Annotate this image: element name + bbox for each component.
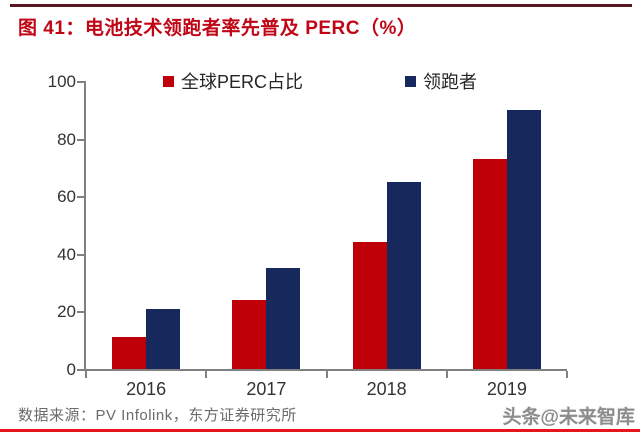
y-axis-tick	[77, 81, 84, 83]
x-tick-label: 2017	[246, 379, 287, 399]
y-axis-tick	[77, 311, 84, 314]
x-tick-label: 2019	[486, 379, 527, 399]
y-tick-label: 40	[57, 244, 76, 264]
legend-item-perc-share: 全球PERC占比	[163, 68, 303, 94]
bar-2019-s0	[472, 158, 507, 369]
legend-label: 全球PERC占比	[181, 72, 304, 92]
y-axis-line	[84, 81, 86, 371]
y-tick-label: 100	[47, 72, 76, 91]
x-axis-line	[84, 369, 567, 371]
y-axis-tick	[77, 138, 84, 141]
y-axis-tick	[77, 369, 84, 371]
x-axis-tick	[566, 371, 568, 378]
top-divider	[10, 4, 632, 7]
legend-swatch-navy	[405, 75, 416, 87]
y-tick-label: 0	[66, 360, 76, 379]
bar-2017-s1	[266, 268, 301, 369]
legend-item-leaders: 领跑者	[405, 68, 477, 94]
x-tick-label: 2018	[366, 379, 407, 399]
data-source-note: 数据来源：PV Infolink，东方证券研究所	[18, 407, 297, 424]
watermark-text: 头条@未来智库	[502, 407, 635, 428]
y-axis-tick	[77, 253, 84, 256]
plot-area: 0 20 40 60 80 100 2016 2017 2018 2019	[0, 58, 640, 399]
x-axis-tick	[205, 371, 208, 378]
legend-label: 领跑者	[423, 72, 477, 92]
bar-2018-s0	[352, 242, 387, 369]
bar-2019-s1	[506, 109, 541, 369]
bar-2016-s1	[146, 308, 181, 369]
y-tick-label: 80	[57, 129, 76, 149]
chart-legend: 全球PERC占比 领跑者	[0, 66, 640, 92]
bar-2017-s0	[232, 299, 267, 369]
bar-2016-s0	[112, 337, 147, 369]
y-axis-tick	[77, 196, 84, 199]
x-axis-tick	[85, 371, 87, 378]
figure-title: 图 41：电池技术领跑者率先普及 PERC（%）	[18, 18, 417, 39]
bottom-divider	[0, 429, 640, 432]
x-axis-tick	[445, 371, 448, 378]
x-axis-tick	[325, 371, 328, 378]
y-tick-label: 20	[57, 302, 76, 322]
bar-chart: 0 20 40 60 80 100 2016 2017 2018 2019	[0, 58, 640, 399]
x-tick-label: 2016	[126, 379, 167, 399]
bar-2018-s1	[386, 181, 421, 369]
legend-swatch-red	[163, 75, 174, 87]
y-tick-label: 60	[57, 187, 76, 207]
